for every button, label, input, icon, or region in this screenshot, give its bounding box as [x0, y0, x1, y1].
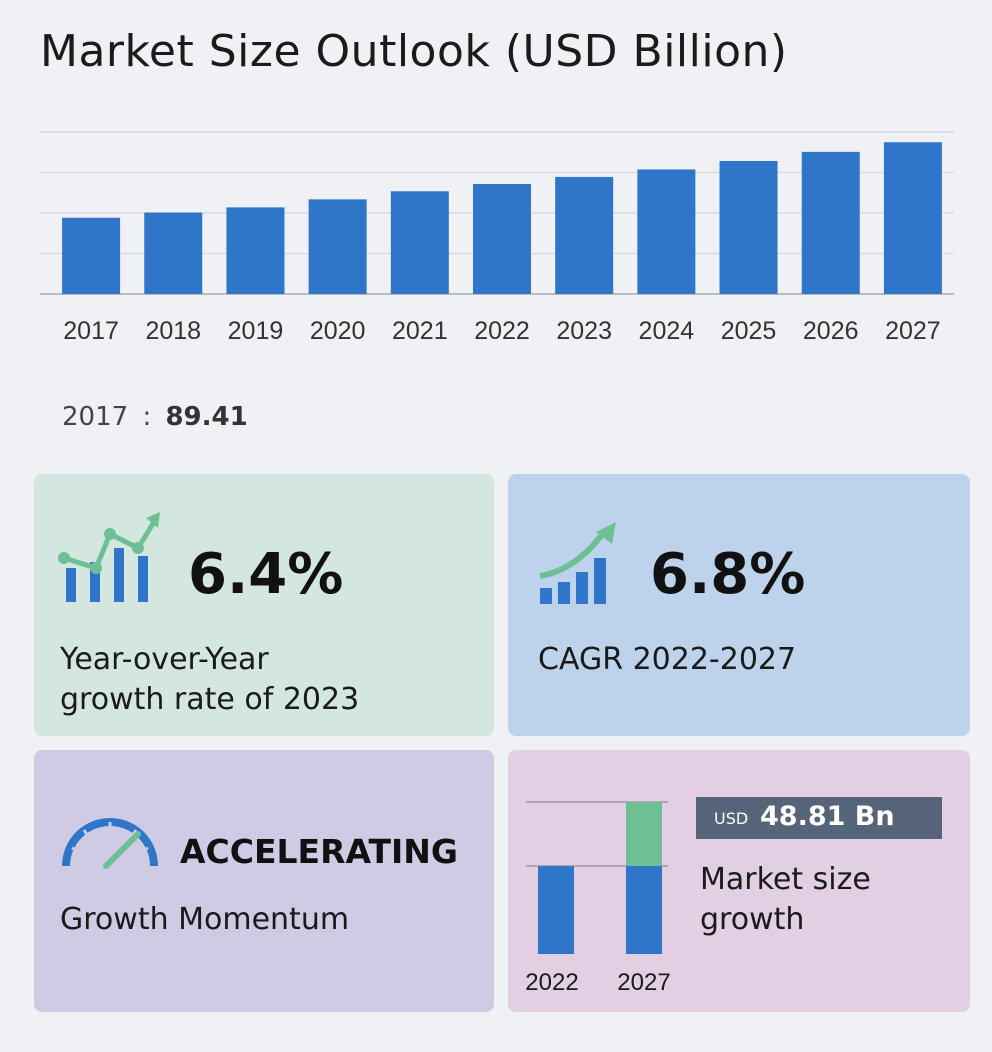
rising-trend-icon — [539, 522, 616, 604]
x-tick-label-2027: 2027 — [885, 317, 941, 345]
currency-label: USD — [714, 809, 749, 828]
x-tick-label-2018: 2018 — [145, 317, 201, 345]
x-tick-label-2026: 2026 — [803, 317, 859, 345]
market-size-growth-card: 2022 2027 USD 48.81 Bn Market size growt… — [508, 750, 970, 1012]
x-tick-label-2020: 2020 — [310, 317, 366, 345]
bar-2025[interactable] — [719, 160, 778, 294]
growth-momentum-card: ACCELERATING Growth Momentum — [34, 750, 494, 1012]
growth-label: Market size growth — [700, 860, 871, 940]
bar-2024[interactable] — [637, 169, 696, 294]
bar-2018[interactable] — [144, 212, 203, 294]
growth-comparison-mini-chart: 2022 2027 — [525, 801, 671, 996]
yoy-label-line2: growth rate of 2023 — [60, 682, 360, 717]
page-title: Market Size Outlook (USD Billion) — [40, 26, 788, 77]
bar-2017[interactable] — [62, 217, 121, 294]
yoy-label: Year-over-Year growth rate of 2023 — [60, 640, 359, 720]
momentum-label: Growth Momentum — [60, 902, 350, 937]
bar-2021[interactable] — [390, 191, 449, 294]
bar-2022 — [538, 866, 574, 954]
year-end-label: 2027 — [617, 969, 670, 996]
yoy-label-line1: Year-over-Year — [60, 642, 269, 677]
yoy-value: 6.4% — [188, 542, 344, 607]
x-tick-label-2025: 2025 — [721, 317, 777, 345]
bar-2026[interactable] — [801, 151, 860, 294]
x-tick-label-2017: 2017 — [63, 317, 119, 345]
cagr-card: 6.8% CAGR 2022-2027 — [508, 474, 970, 736]
selected-separator: : — [142, 402, 152, 432]
growth-amount: 48.81 Bn — [760, 801, 895, 832]
growth-chart-icon — [58, 512, 160, 602]
cagr-value: 6.8% — [650, 542, 806, 607]
x-tick-label-2022: 2022 — [474, 317, 530, 345]
selected-data-readout: 2017 : 89.41 — [62, 402, 248, 432]
bar-2027-increment — [626, 802, 662, 866]
x-tick-label-2019: 2019 — [228, 317, 284, 345]
year-start-label: 2022 — [525, 969, 578, 996]
x-tick-label-2023: 2023 — [556, 317, 612, 345]
x-tick-label-2021: 2021 — [392, 317, 448, 345]
yoy-growth-card: 6.4% Year-over-Year growth rate of 2023 — [34, 474, 494, 736]
speedometer-icon — [62, 818, 158, 869]
growth-label-line2: growth — [700, 902, 805, 937]
bar-2027[interactable] — [883, 142, 942, 294]
bar-2020[interactable] — [308, 199, 367, 294]
cagr-label: CAGR 2022-2027 — [538, 642, 797, 677]
selected-value: 89.41 — [165, 402, 248, 432]
bar-2019[interactable] — [226, 207, 285, 294]
momentum-status: ACCELERATING — [180, 832, 458, 871]
growth-amount-badge: USD 48.81 Bn — [696, 797, 942, 839]
bar-2023[interactable] — [555, 176, 614, 294]
selected-year: 2017 — [62, 402, 129, 432]
x-tick-label-2024: 2024 — [639, 317, 695, 345]
growth-label-line1: Market size — [700, 862, 871, 897]
bar-2027-base — [626, 866, 662, 954]
market-size-bar-chart: 2017 2018 2019 2020 2021 2022 2023 2024 2025 2026… — [40, 131, 954, 345]
bar-2022[interactable] — [473, 184, 531, 294]
